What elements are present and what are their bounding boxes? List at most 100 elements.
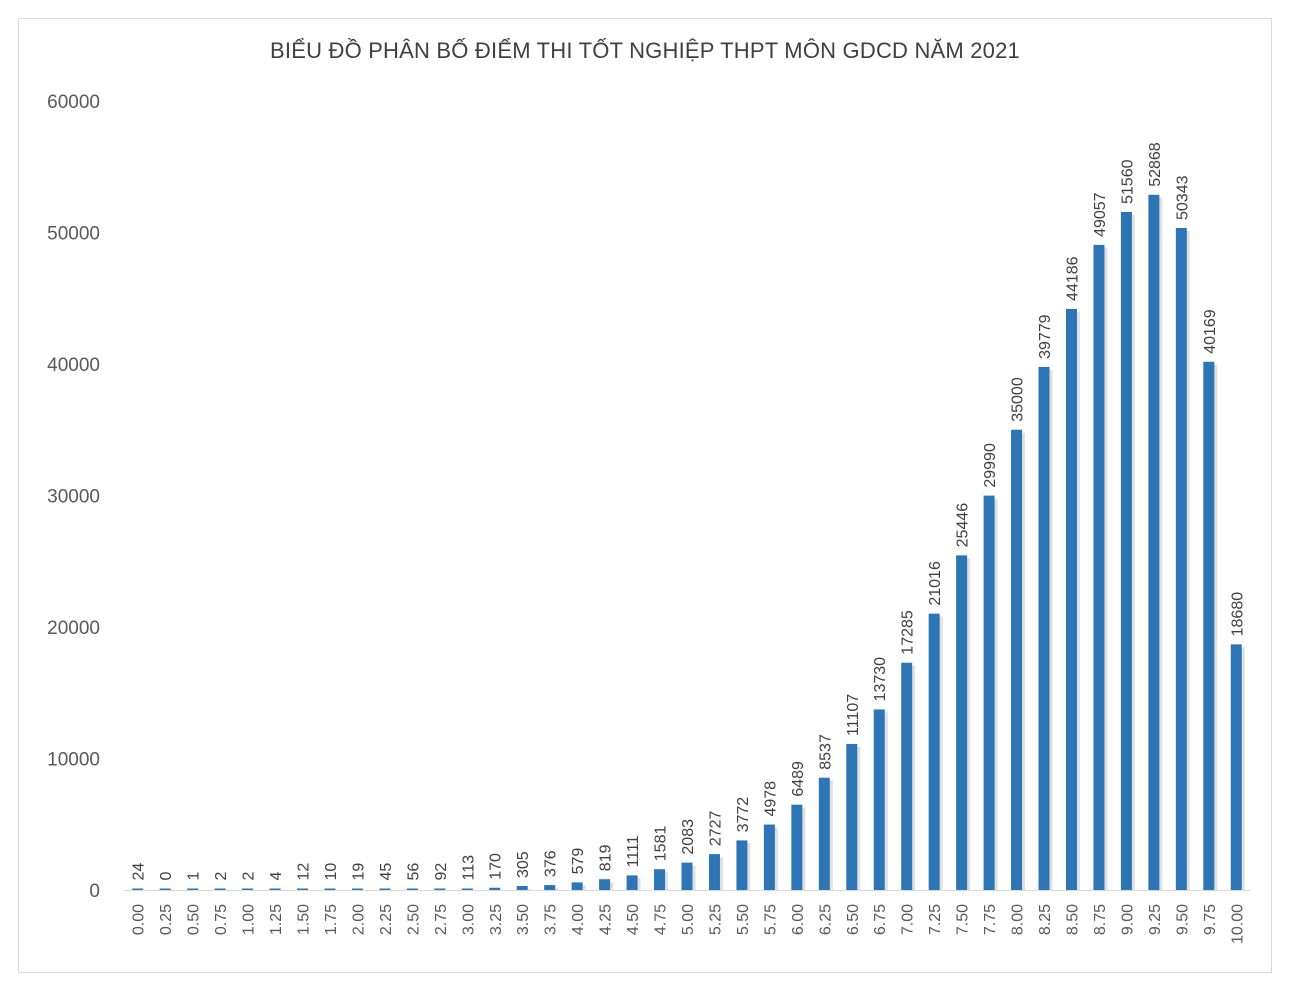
bar [516, 885, 528, 890]
bar [818, 777, 830, 890]
data-label: 56 [405, 863, 422, 881]
x-tick-label: 8.75 [1092, 904, 1109, 935]
bar [626, 875, 638, 890]
bar [571, 882, 583, 890]
x-tick-label: 0.00 [131, 904, 148, 935]
bar [681, 862, 693, 890]
data-label: 0 [158, 872, 175, 881]
data-label: 11107 [845, 694, 862, 736]
x-tick-label: 5.50 [735, 904, 752, 935]
x-tick-label: 9.50 [1174, 904, 1191, 935]
bar [708, 854, 720, 890]
data-label: 2 [213, 872, 230, 881]
bar [379, 888, 391, 890]
x-tick-label: 6.25 [817, 904, 834, 935]
data-label: 4 [268, 872, 285, 881]
data-label: 10 [323, 863, 340, 881]
bar [791, 804, 803, 890]
x-tick-label: 4.00 [570, 904, 587, 935]
x-tick-label: 9.00 [1119, 904, 1136, 935]
bar [324, 888, 336, 890]
y-tick-label: 30000 [47, 487, 100, 508]
x-tick-label: 0.25 [158, 904, 175, 935]
bar [406, 888, 418, 890]
bar [763, 824, 775, 890]
y-tick-label: 60000 [47, 92, 100, 113]
data-label: 50343 [1174, 175, 1191, 220]
data-label: 49057 [1092, 192, 1109, 237]
y-tick-label: 20000 [47, 618, 100, 639]
bar [1093, 244, 1105, 890]
x-tick-label: 0.50 [186, 904, 203, 935]
bar [1203, 361, 1215, 890]
bar [187, 888, 199, 890]
bar [461, 888, 473, 890]
bar [901, 662, 913, 890]
bar [1175, 227, 1187, 890]
x-tick-label: 7.75 [982, 904, 999, 935]
x-tick-label: 1.50 [296, 904, 313, 935]
data-label: 305 [515, 851, 532, 878]
bar [159, 888, 171, 890]
x-tick-label: 2.50 [405, 904, 422, 935]
x-tick-label: 1.25 [268, 904, 285, 935]
x-tick-label: 3.25 [488, 904, 505, 935]
data-label: 2083 [680, 819, 697, 855]
x-tick-label: 8.00 [1010, 904, 1027, 935]
bar [599, 879, 611, 890]
bar [297, 888, 309, 890]
data-label: 819 [598, 844, 615, 871]
x-tick-label: 6.50 [845, 904, 862, 935]
x-tick-label: 7.25 [927, 904, 944, 935]
data-label: 25446 [955, 503, 972, 548]
x-tick-label: 3.00 [460, 904, 477, 935]
bar [1230, 644, 1242, 890]
y-tick-label: 40000 [47, 355, 100, 376]
data-label: 1581 [653, 826, 670, 862]
x-tick-label: 4.25 [598, 904, 615, 935]
x-tick-label: 7.50 [955, 904, 972, 935]
data-label: 2 [241, 872, 258, 881]
data-label: 44186 [1064, 256, 1081, 301]
data-label: 18680 [1229, 592, 1246, 637]
data-label: 8537 [817, 734, 834, 770]
data-label: 45 [378, 863, 395, 881]
x-tick-label: 7.00 [900, 904, 917, 935]
bar [956, 555, 968, 890]
y-tick-label: 10000 [47, 750, 100, 771]
data-label: 6489 [790, 761, 807, 797]
x-tick-label: 4.75 [653, 904, 670, 935]
x-tick-label: 1.00 [241, 904, 258, 935]
bar [489, 887, 501, 890]
data-label: 21016 [927, 561, 944, 606]
data-label: 170 [488, 853, 505, 880]
data-label: 29990 [982, 443, 999, 488]
x-tick-label: 3.50 [515, 904, 532, 935]
bar [1065, 308, 1077, 890]
bar [544, 885, 556, 890]
bars [132, 194, 1245, 892]
bar [214, 888, 226, 890]
x-tick-label: 6.75 [872, 904, 889, 935]
bar [1038, 366, 1050, 891]
data-label: 579 [570, 848, 587, 875]
data-label: 24 [131, 863, 148, 881]
y-tick-label: 0 [89, 881, 100, 902]
bar [351, 888, 363, 890]
data-label: 51560 [1119, 159, 1136, 204]
bar [434, 888, 446, 890]
bar [736, 840, 748, 890]
bar [928, 613, 940, 890]
data-label: 1111 [625, 835, 642, 867]
x-tick-label: 9.25 [1147, 904, 1164, 935]
data-label: 40169 [1202, 309, 1219, 354]
x-tick-label: 5.00 [680, 904, 697, 935]
data-label: 39779 [1037, 314, 1054, 359]
bar [983, 495, 995, 890]
bar [873, 709, 885, 890]
data-labels: 24 0 1 2 2 4 12 10 19 45 56 92 113 170 305 376 579 819 111… [131, 142, 1247, 880]
data-label: 2727 [707, 810, 724, 846]
x-tick-label: 0.75 [213, 904, 230, 935]
data-label: 13730 [872, 657, 889, 702]
bar [1120, 211, 1132, 891]
